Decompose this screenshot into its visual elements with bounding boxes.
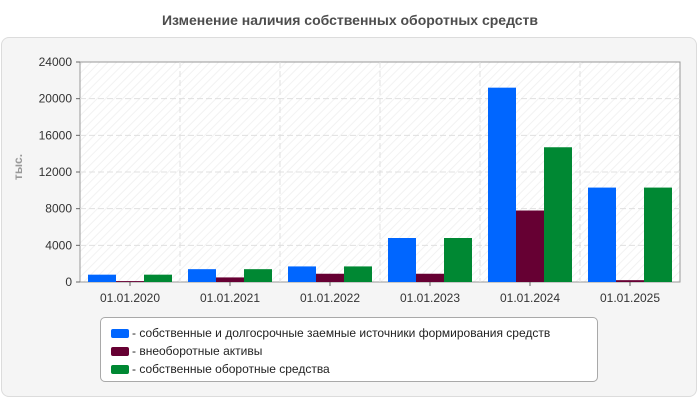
bar (516, 210, 544, 282)
bar (216, 277, 244, 282)
legend-swatch (111, 364, 129, 374)
y-tick-label: 4000 (45, 238, 72, 252)
chart-title: Изменение наличия собственных оборотных … (161, 12, 539, 28)
y-tick-label: 0 (65, 275, 72, 289)
legend-item: - собственные оборотные средства (101, 360, 597, 378)
x-tick-label: 01.01.2020 (100, 291, 160, 305)
bar (588, 187, 616, 282)
y-tick-label: 20000 (39, 92, 73, 106)
y-tick-label: 24000 (39, 55, 73, 69)
legend-label: - собственные и долгосрочные заемные ист… (132, 326, 551, 340)
legend-item: - внеоборотные активы (101, 342, 597, 360)
bar (316, 273, 344, 282)
bar (244, 269, 272, 282)
y-axis-label: тыс. (11, 154, 25, 180)
bar (288, 266, 316, 282)
bar (616, 280, 644, 282)
x-tick-label: 01.01.2022 (300, 291, 360, 305)
x-tick-label: 01.01.2024 (500, 291, 560, 305)
bar (88, 274, 116, 282)
x-tick-label: 01.01.2023 (400, 291, 460, 305)
legend-swatch (111, 346, 129, 356)
y-tick-label: 8000 (45, 202, 72, 216)
bar (344, 266, 372, 282)
legend-item: - собственные и долгосрочные заемные ист… (101, 324, 597, 342)
legend-swatch (111, 328, 129, 338)
legend-label: - внеоборотные активы (132, 344, 263, 358)
bar (116, 281, 144, 282)
x-tick-label: 01.01.2025 (600, 291, 660, 305)
bar (416, 273, 444, 282)
bar (644, 187, 672, 282)
bar (188, 269, 216, 282)
bar (488, 87, 516, 283)
legend: - собственные и долгосрочные заемные ист… (100, 317, 598, 382)
bar (544, 147, 572, 282)
y-tick-label: 16000 (39, 128, 73, 142)
bar (144, 274, 172, 282)
bar (388, 238, 416, 282)
y-tick-label: 12000 (39, 165, 73, 179)
bar (444, 238, 472, 282)
x-tick-label: 01.01.2021 (200, 291, 260, 305)
legend-label: - собственные оборотные средства (132, 362, 330, 376)
